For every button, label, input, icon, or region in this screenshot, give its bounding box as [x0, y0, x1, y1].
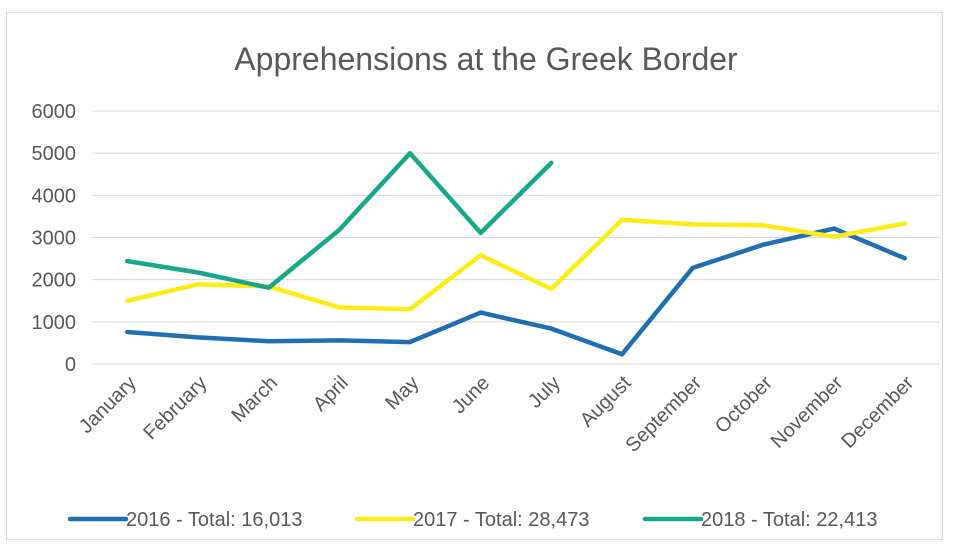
x-tick-label: October — [711, 372, 777, 438]
x-tick-label: July — [524, 372, 565, 413]
data-point — [690, 265, 695, 270]
data-point — [408, 340, 412, 345]
data-point — [408, 151, 412, 156]
legend-label-2: 2018 - Total: 22,413 — [701, 509, 877, 531]
data-point — [125, 329, 130, 334]
legend-label-1: 2017 - Total: 28,473 — [413, 509, 589, 531]
x-tick-label: January — [75, 372, 141, 438]
y-axis-ticks: 0 1000 2000 3000 4000 5000 6000 — [32, 101, 77, 376]
data-point — [266, 339, 271, 344]
x-tick-label: December — [837, 372, 918, 453]
x-tick-label: April — [309, 372, 353, 416]
y-tick-label: 5000 — [32, 143, 77, 165]
data-point — [196, 335, 200, 340]
x-tick-label: June — [448, 372, 494, 418]
data-point — [620, 352, 624, 357]
data-point — [761, 242, 766, 247]
chart-title: Apprehensions at the Greek Border — [234, 41, 738, 77]
series-line-0 — [125, 226, 907, 357]
data-point — [478, 253, 483, 258]
data-point — [196, 282, 200, 287]
data-point — [478, 310, 483, 315]
data-point — [690, 222, 695, 227]
data-point — [761, 223, 766, 228]
data-point — [832, 226, 836, 231]
y-tick-label: 3000 — [32, 228, 77, 250]
x-tick-label: November — [767, 372, 848, 453]
data-point — [125, 259, 130, 264]
data-point — [549, 160, 554, 165]
x-tick-label: February — [139, 372, 211, 444]
y-tick-label: 1000 — [32, 312, 77, 334]
data-point — [196, 270, 200, 275]
y-tick-label: 4000 — [32, 185, 77, 207]
data-point — [337, 305, 342, 310]
data-point — [125, 298, 130, 303]
data-point — [620, 217, 624, 222]
x-tick-label: March — [227, 372, 282, 427]
data-point — [902, 221, 907, 226]
y-tick-label: 6000 — [32, 101, 77, 123]
data-point — [408, 307, 412, 312]
data-point — [832, 234, 836, 239]
x-tick-label: May — [381, 372, 423, 414]
series-line-1 — [125, 217, 907, 312]
data-point — [266, 285, 271, 290]
data-point — [902, 256, 907, 261]
data-point — [549, 326, 554, 331]
data-point — [478, 230, 483, 235]
x-tick-label: August — [576, 372, 636, 432]
legend: 2016 - Total: 16,013 2017 - Total: 28,473… — [67, 509, 877, 531]
legend-label-0: 2016 - Total: 16,013 — [126, 509, 302, 531]
chart-frame — [6, 12, 943, 540]
data-point — [337, 227, 342, 232]
y-tick-label: 0 — [65, 354, 76, 376]
series-line-2 — [125, 150, 554, 290]
y-tick-label: 2000 — [32, 270, 77, 292]
x-tick-label: September — [621, 372, 706, 457]
data-point — [549, 286, 554, 291]
gridlines — [92, 110, 940, 365]
series-lines — [125, 150, 907, 357]
data-point — [337, 338, 342, 343]
